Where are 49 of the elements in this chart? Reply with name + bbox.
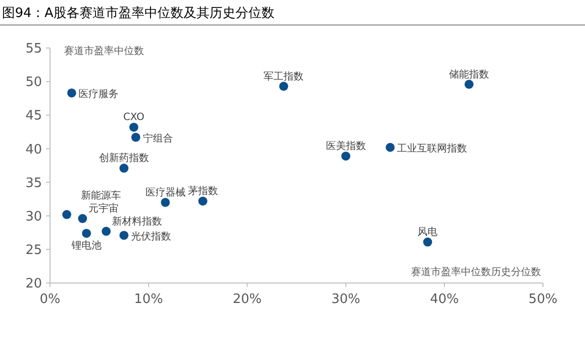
point: [82, 228, 91, 238]
y-tick-label: 30: [25, 209, 42, 224]
x-tick-label: 10%: [134, 292, 164, 307]
point: [119, 230, 128, 240]
point: [102, 226, 111, 236]
point: [464, 80, 474, 89]
series-label: 宁组合: [142, 132, 173, 144]
series-label: CXO: [123, 112, 144, 124]
x-tick-label: 50%: [528, 292, 558, 307]
y-tick-label: 25: [25, 242, 42, 258]
point: [198, 196, 208, 206]
point: [423, 238, 432, 247]
series-label: 创新药指数: [98, 152, 149, 164]
series-label: 风电: [418, 226, 438, 238]
series-label: 医疗器械: [145, 186, 186, 198]
series-label: 工业互联网指数: [397, 142, 468, 154]
series-label: 茅指数: [188, 185, 218, 198]
series-label: 新材料指数: [112, 215, 162, 228]
series-label: 光伏指数: [130, 230, 171, 242]
point: [119, 164, 128, 173]
point: [341, 152, 350, 161]
series-label: 元宇宙: [88, 202, 119, 215]
point: [279, 82, 288, 91]
y-tick-label: 50: [25, 75, 42, 90]
chart-title: 图94：A股各赛道市盈率中位数及其历史分位数: [2, 5, 274, 21]
series-label: 锂电池: [70, 239, 102, 252]
x-tick-label: 0%: [40, 292, 60, 307]
point: [160, 198, 170, 207]
point: [386, 142, 395, 152]
point: [78, 214, 88, 224]
x-tick-label: 40%: [430, 292, 459, 307]
y-tick-label: 55: [25, 42, 42, 57]
series-label: 军工指数: [264, 70, 304, 82]
point: [67, 88, 76, 98]
y-tick-label: 45: [25, 108, 42, 124]
series-label: 医疗服务: [78, 88, 119, 100]
series-label: 新能源车: [80, 190, 121, 202]
y-tick-label: 35: [25, 176, 42, 191]
y-tick-label: 20: [25, 276, 42, 292]
series-label: 储能指数: [449, 68, 490, 80]
series-label: 医美指数: [326, 140, 366, 152]
point: [131, 132, 140, 142]
point: [129, 122, 138, 132]
y-axis-title: 赛道市盈率中位数: [64, 45, 144, 57]
x-tick-label: 30%: [331, 292, 360, 307]
point: [62, 210, 72, 220]
y-tick-label: 40: [25, 142, 42, 158]
x-tick-label: 20%: [232, 292, 262, 307]
x-axis-title: 赛道市盈率中位数历史分位数: [411, 266, 541, 278]
